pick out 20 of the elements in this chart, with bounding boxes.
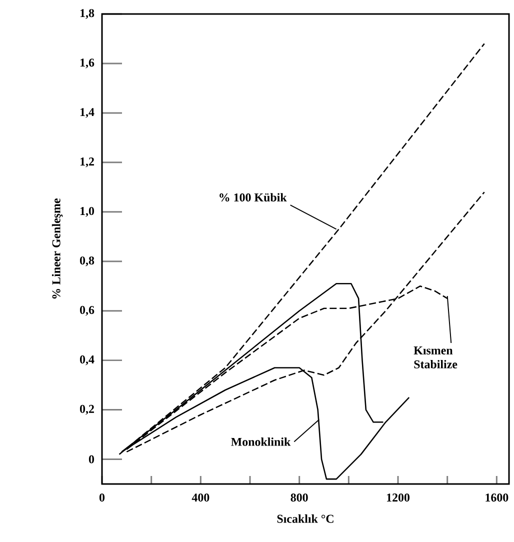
- y-tick-label: 0,6: [80, 306, 94, 316]
- x-axis-title: Sıcaklık °C: [277, 514, 334, 523]
- y-axis-title: % Lineer Genleşme: [52, 198, 63, 299]
- y-tick-label: 0,8: [80, 256, 94, 266]
- x-tick-label: 800: [290, 494, 308, 502]
- y-tick-label: 1,6: [80, 58, 94, 68]
- y-tick-label: 1,0: [80, 206, 94, 217]
- y-tick-label: 1,8: [80, 9, 94, 19]
- x-tick-label: 400: [192, 494, 210, 502]
- x-tick-label: 0: [99, 494, 105, 502]
- y-tick-label: 1,4: [80, 108, 94, 118]
- x-tick-label: 1200: [387, 494, 410, 502]
- y-tick-label: 0: [88, 455, 94, 464]
- annotation: Monoklinik: [231, 437, 291, 446]
- y-tick-label: 1,2: [80, 158, 94, 168]
- x-tick-label: 1600: [486, 494, 508, 502]
- y-tick-label: 0,4: [80, 355, 94, 366]
- y-tick-label: 0,2: [80, 404, 94, 415]
- annotation: % 100 Kübik: [220, 193, 287, 202]
- annotation: Kısmen Stabilize: [414, 346, 458, 368]
